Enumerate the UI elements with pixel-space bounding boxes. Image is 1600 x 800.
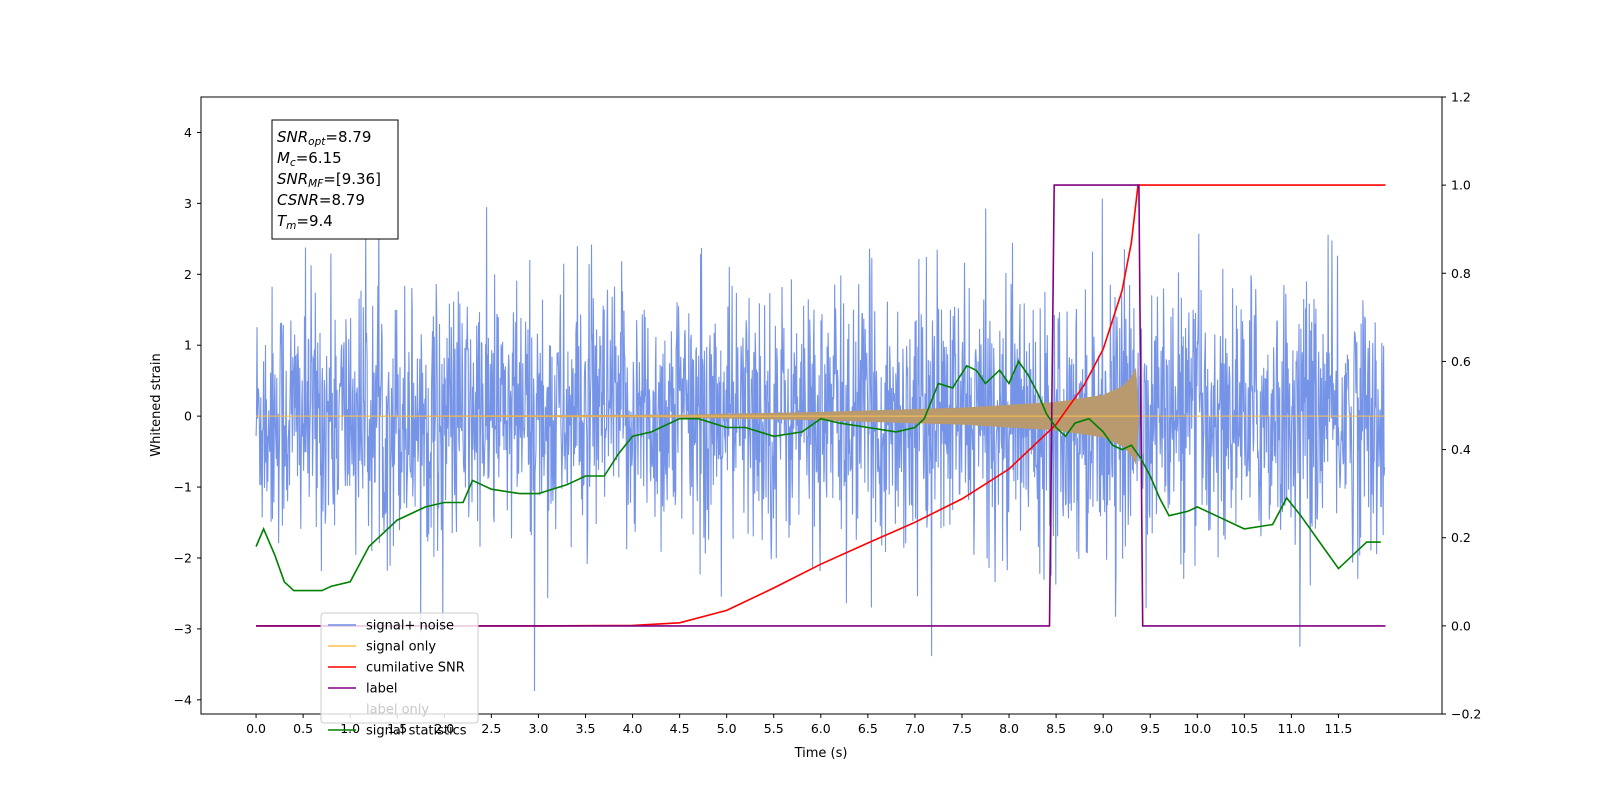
y-right-tick-label: 0.8: [1451, 266, 1471, 281]
y-axis-left: 4 3 2 1 0 −1 −2 −3 −4: [174, 125, 201, 707]
x-tick-label: 3.0: [528, 721, 548, 736]
y-right-tick-label: −0.2: [1451, 707, 1481, 722]
annotation-value: =9.4: [296, 212, 332, 230]
x-tick-label: 4.0: [623, 721, 643, 736]
y-left-tick-label: 1: [184, 338, 192, 353]
annotation-value: =[9.36]: [323, 170, 381, 188]
y-right-tick-label: 0.2: [1451, 530, 1471, 545]
annotation-symbol: T: [277, 212, 288, 230]
x-tick-label: 6.5: [858, 721, 878, 736]
y-right-tick-label: 1.2: [1451, 90, 1471, 105]
annotation-symbol: M: [277, 149, 290, 167]
legend-entry-label: signal statistics: [366, 724, 467, 739]
y-left-tick-label: −4: [174, 692, 192, 707]
y-left-tick-label: −1: [174, 480, 192, 495]
cumulative-snr-series: [256, 184, 1386, 627]
annotation-subscript: m: [286, 220, 296, 232]
x-tick-label: 11.5: [1325, 721, 1353, 736]
x-tick-label: 11.0: [1277, 721, 1305, 736]
metrics-annotation-box: SNRopt=8.79Mc=6.15SNRMF=[9.36]CSNR=8.79T…: [271, 119, 399, 240]
annotation-line: Tm=9.4: [277, 212, 333, 232]
annotation-value: =8.79: [325, 128, 371, 146]
annotation-line: CSNR=8.79: [277, 191, 365, 209]
annotation-subscript: MF: [308, 178, 324, 190]
signal-statistics-series: [255, 359, 1381, 592]
x-axis: 0.0 0.5 1.0 1.5 2.0 2.5 3.0 3.5 4.0 4.5 5.0 5.5 6.0 6…: [246, 714, 1352, 736]
label-line: [256, 184, 1386, 627]
annotation-symbol: CSNR: [277, 191, 319, 209]
x-tick-label: 0.0: [246, 721, 266, 736]
legend-entry-label: label only: [366, 703, 429, 718]
annotation-frame: [271, 119, 399, 240]
signal-only-series: [256, 367, 1385, 465]
x-tick-label: 7.5: [952, 721, 972, 736]
y-right-tick-label: 0.0: [1451, 618, 1471, 633]
y-axis-right: 1.2 1.0 0.8 0.6 0.4 0.2 0.0 −0.2: [1442, 90, 1481, 722]
label-series: [256, 184, 1386, 627]
noise-line: [255, 173, 1386, 692]
x-tick-label: 10.0: [1183, 721, 1211, 736]
x-tick-label: 9.0: [1093, 721, 1113, 736]
annotation-line: SNRopt=8.79: [277, 128, 371, 148]
y-axis-label: Whitened strain: [149, 353, 164, 456]
y-right-tick-label: 1.0: [1451, 178, 1471, 193]
annotation-symbol: SNR: [277, 170, 308, 188]
legend: signal+ noise signal only cumilative SNR la…: [320, 612, 479, 739]
x-tick-label: 1.5: [387, 721, 407, 736]
y-left-tick-label: −3: [174, 621, 192, 636]
y-left-tick-label: 0: [184, 409, 192, 424]
annotation-line: SNRMF=[9.36]: [277, 170, 381, 190]
x-tick-label: 8.5: [1046, 721, 1066, 736]
cumulative-snr-line: [256, 184, 1386, 627]
x-tick-label: 6.0: [811, 721, 831, 736]
y-left-tick-label: 4: [184, 125, 192, 140]
legend-entry-label: label: [366, 682, 397, 697]
plot-frame: [200, 96, 1443, 715]
legend-frame: [320, 612, 479, 724]
y-left-tick-label: 2: [184, 267, 192, 282]
annotation-line: Mc=6.15: [277, 149, 342, 169]
legend-entry-label: cumilative SNR: [366, 661, 465, 676]
y-left-tick-label: 3: [184, 196, 192, 211]
x-tick-label: 5.5: [764, 721, 784, 736]
x-tick-label: 1.0: [340, 721, 360, 736]
x-tick-label: 2.5: [481, 721, 501, 736]
x-tick-label: 2.0: [434, 721, 454, 736]
x-axis-label: Time (s): [794, 746, 848, 761]
annotation-value: =6.15: [296, 149, 342, 167]
x-tick-label: 4.5: [670, 721, 690, 736]
x-tick-label: 9.5: [1140, 721, 1160, 736]
annotation-subscript: opt: [308, 136, 326, 148]
plot-area: [255, 173, 1386, 692]
signal-statistics-line: [255, 359, 1381, 592]
x-tick-label: 7.0: [905, 721, 925, 736]
x-tick-label: 8.0: [999, 721, 1019, 736]
annotation-value: =8.79: [319, 191, 365, 209]
annotation-symbol: SNR: [277, 128, 308, 146]
legend-entry-label: signal+ noise: [366, 619, 454, 634]
y-right-tick-label: 0.4: [1451, 442, 1471, 457]
y-right-tick-label: 0.6: [1451, 354, 1471, 369]
x-tick-label: 10.5: [1230, 721, 1258, 736]
x-tick-label: 3.5: [576, 721, 596, 736]
signal-plus-noise-series: [255, 173, 1386, 692]
legend-entry-label: signal only: [366, 640, 436, 655]
x-tick-label: 0.5: [293, 721, 313, 736]
x-tick-label: 5.0: [717, 721, 737, 736]
annotation-subscript: c: [290, 157, 296, 169]
y-left-tick-label: −2: [174, 550, 192, 565]
